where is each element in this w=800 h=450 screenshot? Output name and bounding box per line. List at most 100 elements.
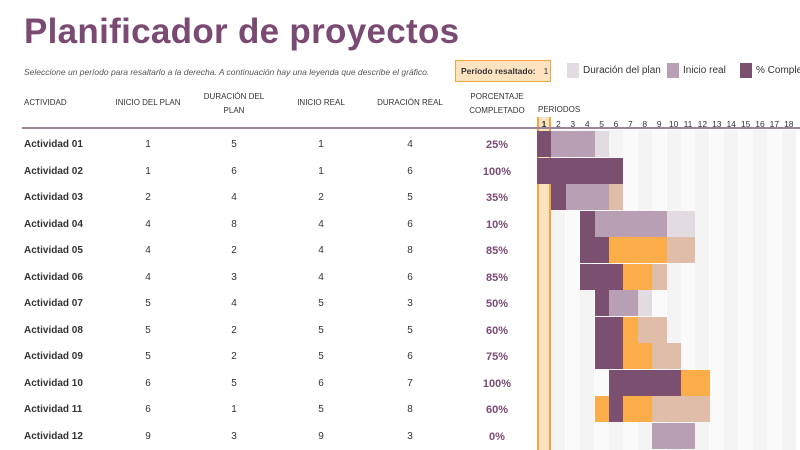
legend-swatch [567,63,579,78]
percent-complete: 60% [485,404,509,416]
instructions: Seleccione un período para resaltarlo a … [24,67,430,77]
table-row[interactable]: Actividad 06 4 3 4 6 85% [0,264,530,290]
header-actual-start: INICIO REAL [297,98,345,107]
activity-name: Actividad 09 [24,351,83,362]
highlight-period-value[interactable]: 1 [543,66,549,76]
gantt-bar-tan [652,343,681,369]
table-row[interactable]: Actividad 09 5 2 5 6 75% [0,343,530,369]
table-row[interactable]: Actividad 11 6 1 5 8 60% [0,396,530,422]
percent-complete: 100% [482,165,512,178]
plan-duration: 2 [231,324,237,336]
gantt-bar-mid [551,131,595,157]
period-number: 10 [668,119,679,129]
gantt-bar-light [594,131,609,157]
actual-start: 5 [318,351,324,362]
period-number: 13 [712,119,722,129]
activity-name: Actividad 12 [24,430,83,442]
actual-start: 5 [318,298,324,309]
plan-duration: 2 [231,245,237,256]
period-number: 17 [769,119,780,129]
period-number: 6 [613,119,619,129]
percent-complete: 85% [485,245,509,257]
gantt-bar-mid [565,184,609,210]
highlight-period-field[interactable]: Período resaltado: 1 [455,60,551,82]
table-row[interactable]: Actividad 05 4 2 4 8 85% [0,237,530,263]
table-row[interactable]: Actividad 01 1 5 1 4 25% [0,131,530,157]
gantt-bar-dark [594,290,609,316]
period-number: 5 [599,119,604,129]
percent-complete: 25% [485,139,509,151]
actual-start: 2 [318,192,324,203]
header-plan-duration: DURACIÓN DEL PLAN [203,92,265,115]
period-column [724,130,739,450]
plan-duration: 2 [231,351,237,362]
activity-name: Actividad 06 [24,271,83,283]
plan-duration: 4 [231,192,237,203]
actual-start: 5 [318,404,324,415]
gantt-bar-mid [609,290,638,316]
actual-duration: 6 [407,165,413,177]
header-percent: PORCENTAJE COMPLETADO [469,92,525,115]
legend-label: Duración del plan [583,65,661,76]
period-number: 18 [784,119,794,129]
actual-start: 4 [318,218,324,230]
table-row[interactable]: Actividad 12 9 3 9 3 0% [0,423,530,449]
table-row[interactable]: Actividad 08 5 2 5 5 60% [0,317,530,343]
gantt-bar-orange [609,237,667,263]
plan-start: 4 [145,271,151,283]
legend-label: % Comple [756,65,800,76]
actual-duration: 5 [407,192,413,203]
gantt-bar-dark [580,263,624,290]
period-number: 3 [570,119,576,129]
gantt-bar-dark [609,396,624,422]
legend-actual: Inicio real [667,63,726,78]
period-column [738,130,753,450]
legend-label: Inicio real [683,65,726,76]
percent-complete: 10% [485,218,509,231]
period-column [551,130,566,450]
gantt-bar-orange [623,396,653,422]
gantt-bar-dark [609,369,681,396]
plan-start: 6 [145,377,151,389]
legend-plan: Duración del plan [567,63,661,78]
actual-start: 6 [318,377,324,389]
period-number: 14 [726,119,736,129]
plan-start: 4 [145,218,151,230]
table-row[interactable]: Actividad 04 4 8 4 6 10% [0,211,530,237]
activity-name: Actividad 02 [24,165,83,177]
percent-complete: 100% [482,377,512,390]
table-row[interactable]: Actividad 02 1 6 1 6 100% [0,158,530,184]
period-column [767,130,782,450]
actual-duration: 6 [407,218,413,230]
gantt-bar-light [666,210,696,237]
highlighted-period-column [537,117,551,450]
table-row[interactable]: Actividad 03 2 4 2 5 35% [0,184,530,210]
plan-duration: 4 [231,298,237,309]
activity-name: Actividad 07 [24,298,83,309]
gantt-bar-dark [580,237,609,263]
period-column [753,130,767,450]
period-column [580,130,595,450]
header-actual-duration: DURACIÓN REAL [377,98,443,107]
period-number: 2 [556,119,561,129]
gantt-bar-tan [609,184,624,210]
period-number: 12 [697,119,708,129]
actual-duration: 4 [407,139,413,150]
header-divider [22,127,800,129]
plan-start: 5 [145,324,151,336]
gantt-bar-dark [537,157,624,184]
actual-start: 1 [318,139,324,150]
activity-name: Actividad 11 [24,404,83,415]
gantt-bar-mid [594,210,667,237]
actual-duration: 8 [407,404,413,415]
plan-start: 2 [145,192,151,203]
actual-duration: 6 [407,351,413,362]
period-number: 4 [584,119,590,129]
table-row[interactable]: Actividad 10 6 5 6 7 100% [0,370,530,396]
page-title: Planificador de proyectos [24,12,460,51]
percent-complete: 60% [485,324,509,337]
actual-duration: 6 [407,271,413,283]
actual-start: 4 [318,245,324,256]
table-row[interactable]: Actividad 07 5 4 5 3 50% [0,290,530,316]
legend-swatch [667,63,679,78]
